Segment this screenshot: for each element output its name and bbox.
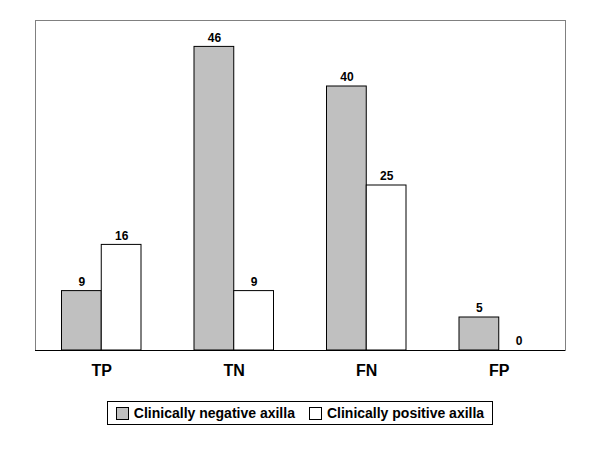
svg-text:TN: TN: [224, 362, 245, 379]
svg-text:FP: FP: [489, 362, 510, 379]
svg-text:9: 9: [251, 275, 258, 289]
svg-text:FN: FN: [356, 362, 377, 379]
svg-text:40: 40: [340, 70, 354, 84]
svg-text:25: 25: [380, 169, 394, 183]
html-text:Clinically negative axilla: Clinically negative axilla: [133, 405, 295, 421]
svg-text:9: 9: [79, 275, 86, 289]
svg-text:46: 46: [208, 31, 222, 45]
svg-text:0: 0: [516, 334, 523, 348]
svg-text:16: 16: [115, 229, 129, 243]
svg-text:5: 5: [476, 301, 483, 315]
html-text:Clinically positive axilla: Clinically positive axilla: [326, 405, 485, 421]
svg-text:TP: TP: [92, 362, 113, 379]
